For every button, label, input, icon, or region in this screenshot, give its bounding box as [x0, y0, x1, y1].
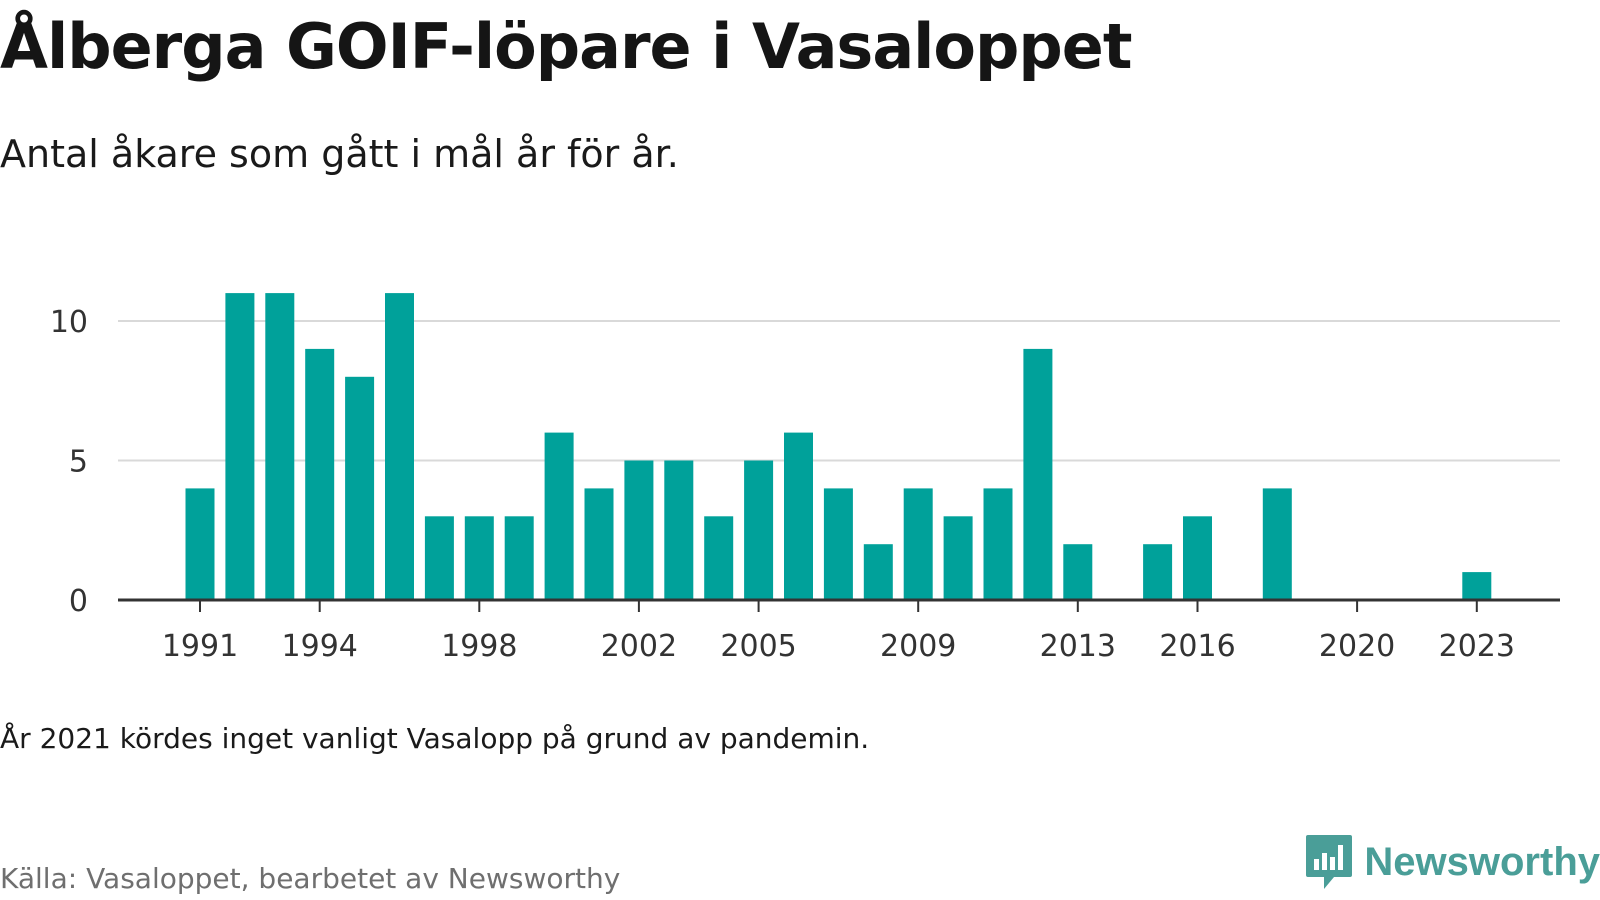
bar	[185, 488, 215, 600]
bar	[1183, 516, 1212, 600]
x-tick-label: 2002	[601, 629, 677, 664]
bar	[305, 348, 335, 600]
x-tick-label: 2005	[720, 629, 796, 664]
bar	[385, 293, 414, 600]
bar	[823, 488, 853, 600]
bar	[584, 488, 614, 600]
bar	[464, 516, 494, 600]
bar	[1262, 488, 1292, 600]
bar	[983, 488, 1013, 600]
bar	[1063, 544, 1093, 600]
x-tick-label: 2013	[1040, 629, 1116, 664]
bar	[265, 293, 295, 600]
chart-subtitle: Antal åkare som gått i mål år för år.	[0, 132, 679, 176]
bar	[784, 432, 813, 600]
x-tick-label: 2009	[880, 629, 956, 664]
bar-chart: 0 5 10 1991 1994 1998 2002 2005 2009 2013 2016 2020…	[50, 293, 1560, 664]
chart-title: Ålberga GOIF-löpare i Vasaloppet	[0, 10, 1132, 83]
bar	[424, 516, 454, 600]
bar	[1143, 544, 1173, 600]
axes: 0 5 10 1991 1994 1998 2002 2005 2009 2013 2016 2020…	[50, 305, 1560, 664]
bar	[544, 432, 574, 600]
bar	[345, 376, 375, 600]
bar	[744, 460, 774, 600]
bar	[225, 293, 255, 600]
bar	[943, 516, 973, 600]
bar	[664, 460, 694, 600]
x-tick-label: 2023	[1439, 629, 1515, 664]
bar	[1462, 572, 1492, 600]
newsworthy-logo-icon	[1306, 835, 1353, 889]
bar	[863, 544, 893, 600]
brand-logo: Newsworthy	[1304, 834, 1600, 890]
y-tick-label: 10	[50, 305, 88, 340]
bar	[704, 516, 734, 600]
x-tick-label: 1991	[162, 629, 238, 664]
bar	[903, 488, 933, 600]
bar	[1023, 348, 1053, 600]
x-tick-label: 1994	[282, 629, 358, 664]
bars	[185, 293, 1492, 600]
x-tick-label: 1998	[441, 629, 517, 664]
brand-name: Newsworthy	[1364, 839, 1600, 884]
x-tick-label: 2016	[1159, 629, 1235, 664]
source-credit: Källa: Vasaloppet, bearbetet av Newswort…	[0, 862, 621, 895]
bar	[504, 516, 534, 600]
chart-note: År 2021 kördes inget vanligt Vasalopp på…	[0, 722, 870, 755]
gridlines	[118, 320, 1560, 462]
y-tick-label: 0	[69, 584, 88, 619]
bar	[624, 460, 654, 600]
x-tick-label: 2020	[1319, 629, 1395, 664]
y-tick-label: 5	[69, 445, 88, 480]
